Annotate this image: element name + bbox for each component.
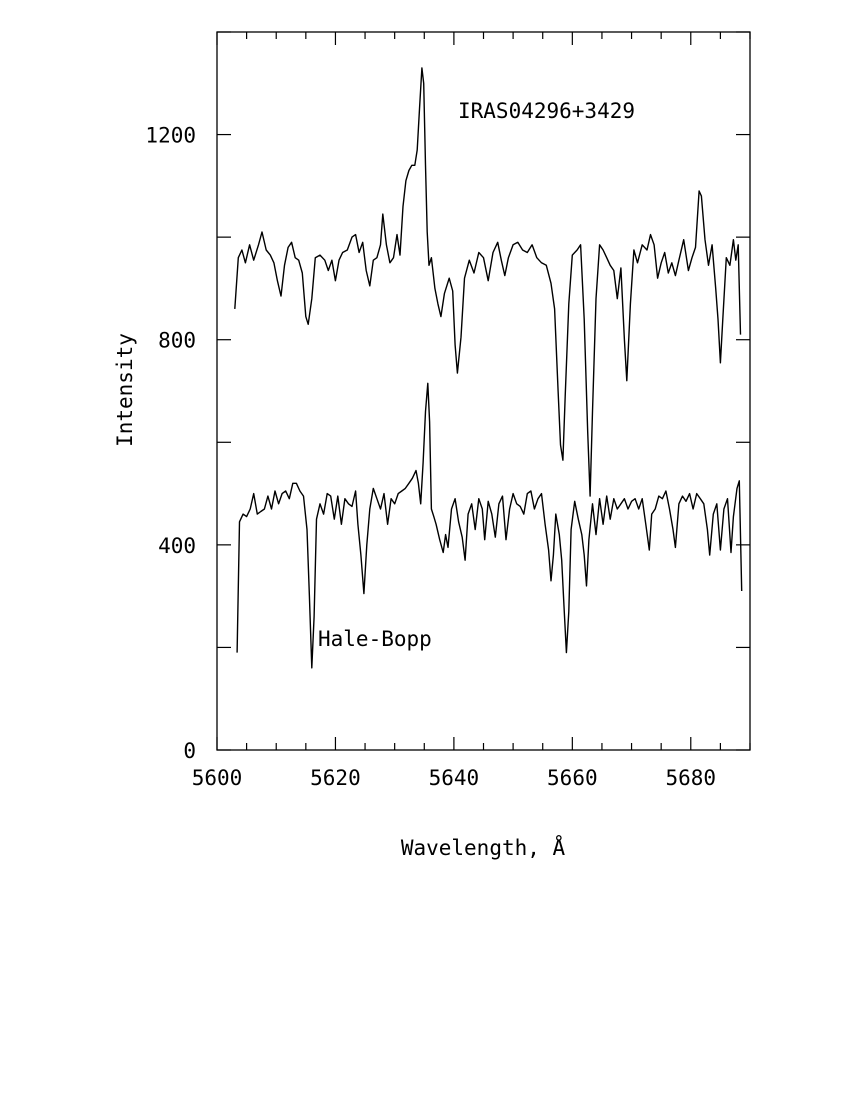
series-line-iras04296 [234,67,742,497]
series-lines [234,67,743,669]
x-axis-label: Wavelength, Å [401,834,566,860]
x-tick-label: 5640 [429,766,480,790]
series-line-hale-bopp [236,382,743,669]
x-tick-label: 5680 [665,766,716,790]
axis-ticks [216,31,751,751]
annotation-hale-bopp: Hale-Bopp [318,627,432,651]
y-tick-label: 0 [183,739,196,763]
tick-labels: 5600 5620 5640 5660 5680 0 400 800 1200 [145,124,716,790]
y-tick-label: 1200 [145,124,196,148]
annotation-iras: IRAS04296+3429 [458,99,635,123]
x-tick-label: 5600 [192,766,243,790]
y-tick-label: 400 [158,534,196,558]
y-tick-label: 800 [158,329,196,353]
y-axis-label: Intensity [113,333,137,447]
x-tick-label: 5660 [547,766,598,790]
plot-frame [216,31,751,751]
x-tick-label: 5620 [310,766,361,790]
